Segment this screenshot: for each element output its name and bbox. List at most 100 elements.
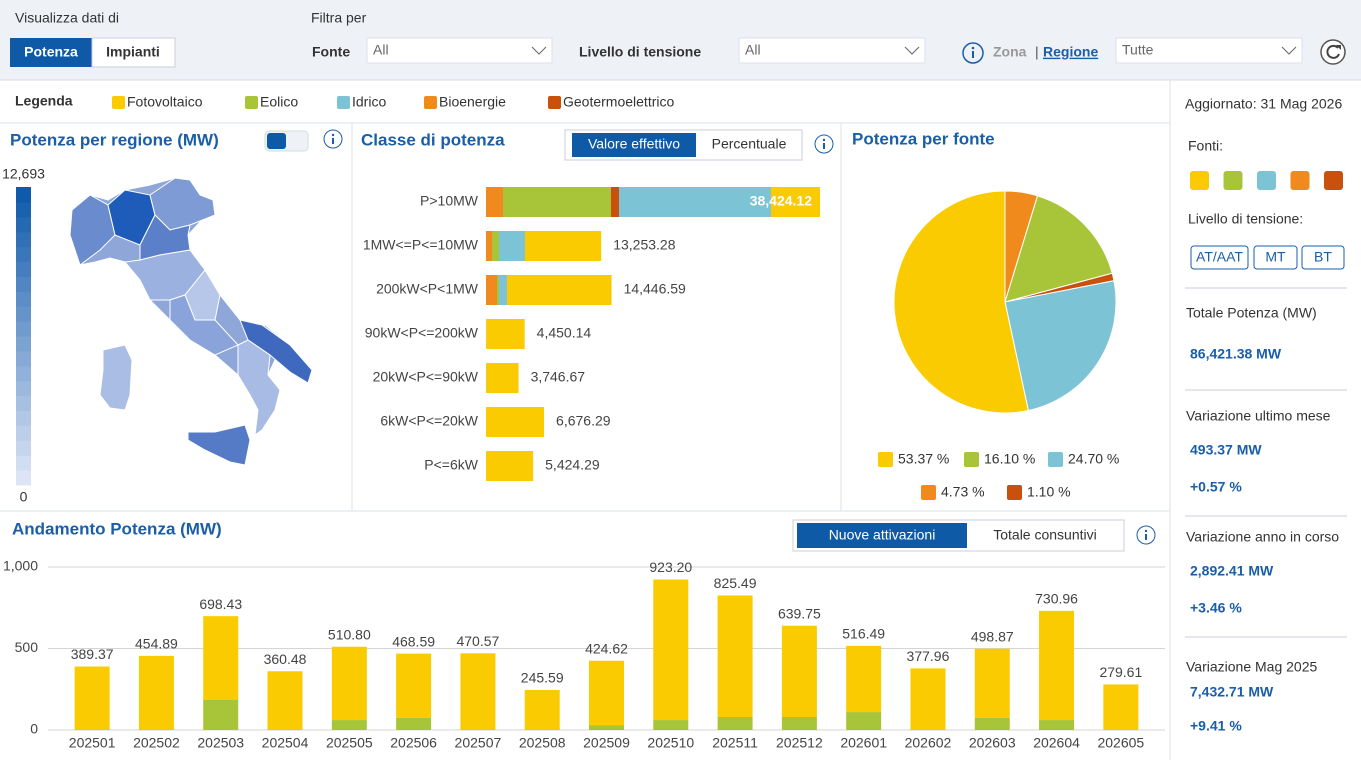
source-filter[interactable] xyxy=(1257,171,1276,190)
total-label: 424.62 xyxy=(585,640,628,656)
info-icon[interactable] xyxy=(1136,525,1156,545)
toggle-label[interactable]: Impianti xyxy=(106,44,160,60)
total-label: 454.89 xyxy=(135,636,178,652)
chevron xyxy=(531,46,547,55)
toggle-label[interactable]: Valore effettivo xyxy=(588,136,680,152)
bar-segment xyxy=(846,645,882,713)
voltage-button[interactable] xyxy=(1190,245,1249,270)
stat-change: +0.57 % xyxy=(1190,479,1242,495)
region-select[interactable] xyxy=(1115,37,1303,64)
voltage-button-label[interactable]: MT xyxy=(1265,249,1286,265)
category-label: 200kW<P<1MW xyxy=(376,281,479,297)
pie-label: 4.73 % xyxy=(941,484,985,500)
bar-segment xyxy=(267,671,303,730)
colorbar-step xyxy=(16,201,31,218)
y-tick-label: 500 xyxy=(15,639,39,655)
stat-label: Totale Potenza (MW) xyxy=(1186,305,1317,321)
bar-segment xyxy=(506,275,612,305)
bar-segment xyxy=(138,655,174,730)
colorbar-step xyxy=(16,350,31,367)
toggle-label[interactable]: Totale consuntivi xyxy=(993,527,1097,543)
bar-segment xyxy=(610,187,619,217)
bar-segment xyxy=(589,725,624,730)
legend-label: Bioenergie xyxy=(439,94,506,110)
total-label: 498.87 xyxy=(971,628,1014,644)
info-icon[interactable] xyxy=(962,42,984,64)
info-icon[interactable] xyxy=(323,129,343,149)
total-label: 510.80 xyxy=(328,626,371,642)
total-label: 468.59 xyxy=(392,633,435,649)
total-label: 377.96 xyxy=(907,648,950,664)
bar-segment xyxy=(910,729,946,730)
bar-segment xyxy=(74,729,110,730)
select-value[interactable]: All xyxy=(745,42,761,58)
legend-swatch xyxy=(112,96,125,109)
bar-segment xyxy=(491,231,499,261)
toggle-label[interactable]: Potenza xyxy=(24,44,78,60)
source-filter[interactable] xyxy=(1223,171,1243,190)
source-filter[interactable] xyxy=(1290,171,1310,190)
bar-segment xyxy=(396,653,432,718)
voltage-button[interactable] xyxy=(1253,245,1298,270)
toggle-label[interactable]: Percentuale xyxy=(712,136,787,152)
bar-segment xyxy=(74,666,110,730)
total-label: 825.49 xyxy=(714,575,757,591)
voltage-label: Livello di tensione: xyxy=(1188,211,1303,227)
voltage-button[interactable] xyxy=(1301,245,1345,270)
bar-segment xyxy=(396,717,432,730)
total-label: 470.57 xyxy=(456,633,499,649)
source-filter[interactable] xyxy=(1324,171,1343,190)
x-tick-label: 202511 xyxy=(712,735,758,751)
select-value[interactable]: All xyxy=(373,42,389,58)
pie-slice xyxy=(1004,280,1117,412)
bar-segment xyxy=(524,729,560,730)
stat-change: +9.41 % xyxy=(1190,718,1242,734)
zone-option[interactable]: Zona xyxy=(993,44,1027,60)
voltage-button-label[interactable]: BT xyxy=(1314,249,1332,265)
bar-segment xyxy=(1039,720,1075,730)
bar-segment xyxy=(486,319,525,349)
source-select[interactable] xyxy=(366,37,553,64)
colorbar-step xyxy=(16,261,31,277)
region-option[interactable]: Regione xyxy=(1043,44,1098,60)
colorbar-step xyxy=(16,321,31,337)
bar-segment xyxy=(717,716,753,730)
select-value[interactable]: Tutte xyxy=(1122,42,1154,58)
bar-segment xyxy=(496,275,499,305)
category-label: 1MW<=P<=10MW xyxy=(363,237,479,253)
legend-swatch xyxy=(964,452,979,467)
toggle-label[interactable]: Nuove attivazioni xyxy=(829,527,936,543)
refresh-button[interactable] xyxy=(1320,39,1346,65)
toggle-impianti[interactable] xyxy=(91,37,176,68)
bar-segment xyxy=(138,729,174,730)
bar-segment xyxy=(589,660,624,726)
switch-knob[interactable] xyxy=(267,133,286,149)
bar-segment xyxy=(203,616,239,701)
colorbar-step xyxy=(16,425,31,441)
source-filter[interactable] xyxy=(1190,171,1209,190)
voltage-button-label[interactable]: AT/AAT xyxy=(1196,249,1243,265)
voltage-select[interactable] xyxy=(738,37,926,64)
colorbar-step xyxy=(16,336,31,352)
toggle-selected[interactable] xyxy=(572,133,696,157)
voltage-label: Livello di tensione xyxy=(579,44,701,60)
bar-segment xyxy=(524,689,560,730)
bar-segment xyxy=(267,729,303,730)
updated: Aggiornato: 31 Mag 2026 xyxy=(1185,96,1342,112)
x-tick-label: 202605 xyxy=(1097,735,1144,751)
total-label: 389.37 xyxy=(71,646,114,662)
colorbar-step xyxy=(16,276,31,292)
info-icon[interactable] xyxy=(814,134,834,154)
legend-swatch xyxy=(1048,452,1063,467)
colorbar-step xyxy=(16,470,31,486)
colorbar-step xyxy=(16,440,31,456)
y-tick-label: 1,000 xyxy=(3,558,38,574)
colorbar-step xyxy=(16,380,31,397)
toggle-potenza[interactable] xyxy=(10,38,92,67)
toggle-selected[interactable] xyxy=(797,523,967,548)
bar-segment xyxy=(1103,729,1139,730)
legend-swatch xyxy=(921,485,936,500)
bar-segment xyxy=(974,648,1010,718)
filter-label: Filtra per xyxy=(311,10,367,26)
